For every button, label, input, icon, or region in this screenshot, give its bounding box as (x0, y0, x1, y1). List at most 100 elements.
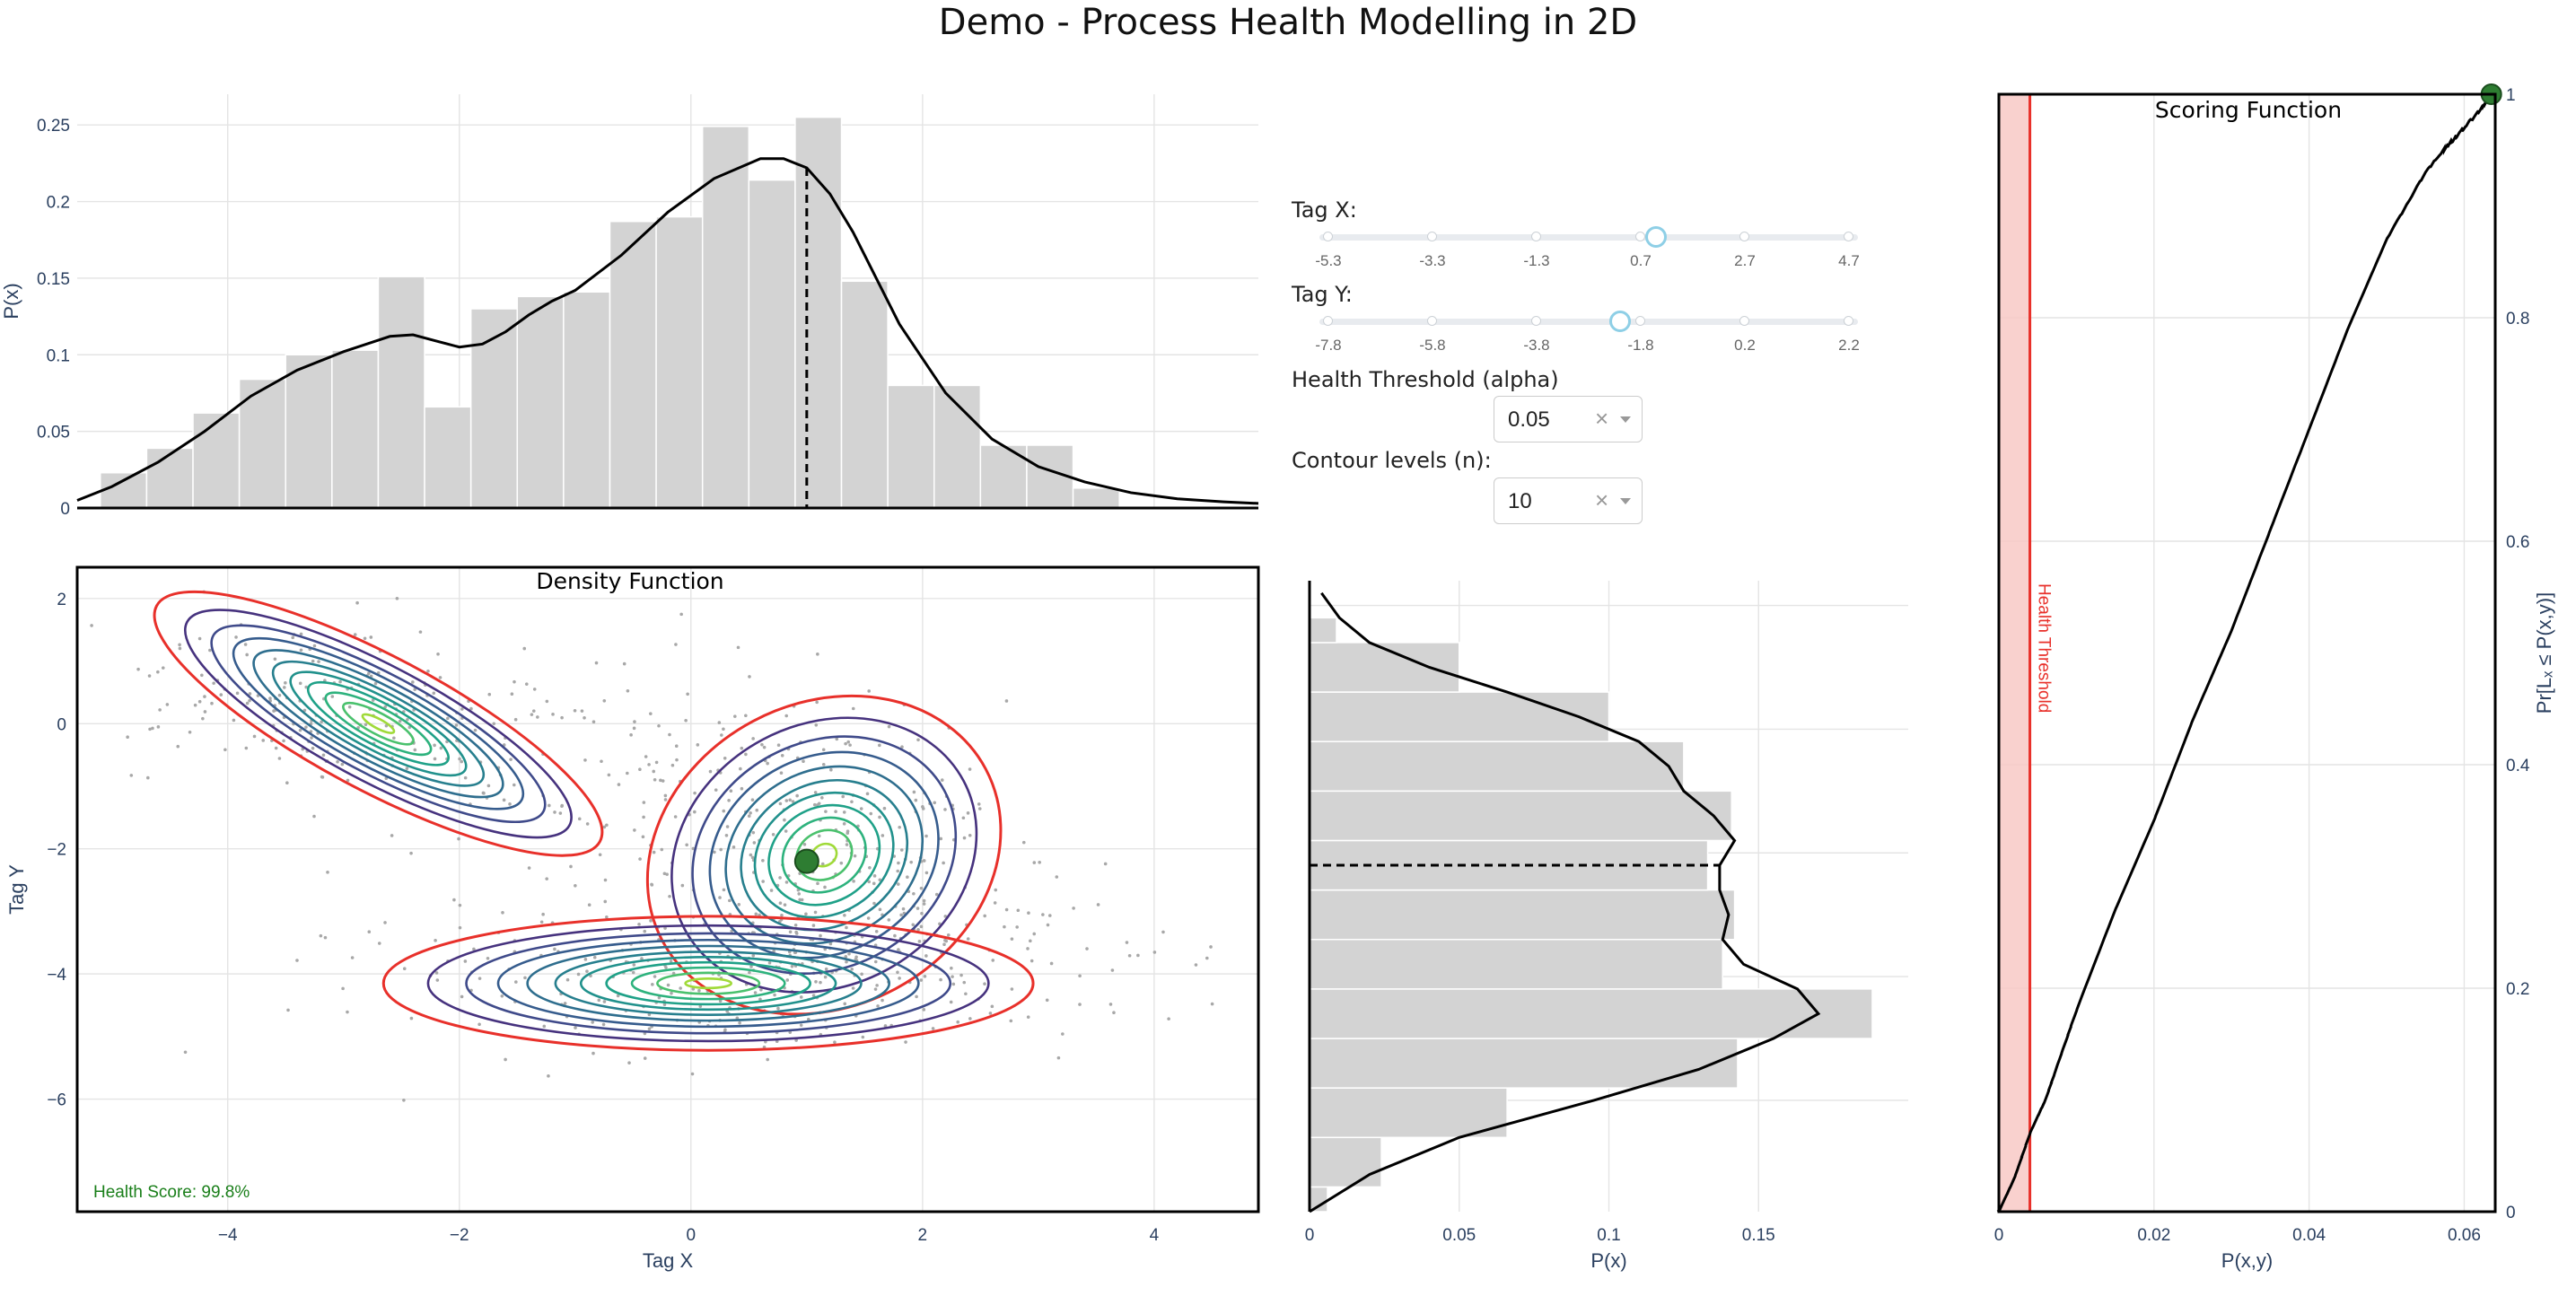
sample-point (346, 1010, 349, 1014)
sample-point (839, 861, 844, 865)
slider-handle[interactable] (1645, 226, 1668, 248)
sample-point (272, 709, 276, 713)
sample-point (964, 992, 968, 996)
sample-point (652, 769, 656, 774)
sample-point (961, 816, 966, 820)
slider-tick-dot[interactable] (1531, 232, 1541, 241)
slider-tick-dot[interactable] (1635, 316, 1645, 326)
sample-point (846, 740, 851, 744)
sample-point (724, 833, 729, 837)
sample-point (616, 994, 620, 998)
tag-x-slider[interactable]: -5.3 -3.3 -1.3 0.7 2.7 4.7 (1315, 226, 1876, 283)
sample-point (371, 698, 375, 702)
sample-point (583, 958, 588, 961)
histogram-bar (1309, 938, 1723, 990)
sample-point (749, 965, 753, 968)
sample-point (232, 718, 236, 723)
sample-point (991, 959, 995, 962)
sample-point (828, 942, 833, 946)
sample-point (501, 911, 504, 915)
levels-dropdown[interactable]: 10 × (1494, 477, 1643, 524)
chevron-down-icon[interactable] (1620, 498, 1631, 504)
slider-tick-dot[interactable] (1323, 232, 1333, 241)
chevron-down-icon[interactable] (1620, 416, 1631, 423)
slider-tick-dot[interactable] (1739, 316, 1749, 326)
sample-point (951, 982, 956, 986)
sample-point (737, 903, 741, 907)
slider-track[interactable] (1319, 234, 1858, 241)
sample-point (834, 810, 837, 814)
sample-point (842, 810, 846, 814)
sample-point (642, 815, 645, 819)
sample-point (436, 652, 440, 656)
y-tick-label: 0.05 (37, 424, 70, 442)
sample-point (977, 802, 981, 806)
sample-point (749, 853, 753, 857)
alpha-dropdown[interactable]: 0.05 × (1494, 396, 1643, 442)
y-tick-label: 0.8 (2506, 310, 2529, 328)
sample-point (783, 903, 787, 907)
contour-line (252, 649, 504, 799)
histogram-bar (794, 116, 843, 509)
sample-point (1167, 1017, 1170, 1021)
sample-point (320, 775, 324, 779)
sample-point (843, 913, 846, 917)
sample-point (591, 1021, 594, 1024)
chart-title: Density Function (536, 568, 723, 594)
sample-point (816, 653, 819, 656)
slider-track[interactable] (1319, 319, 1858, 325)
kde-line (1309, 591, 1821, 1213)
sample-point (409, 1016, 414, 1021)
sample-point (802, 759, 805, 763)
sample-point (662, 872, 667, 876)
sample-point (887, 918, 891, 922)
sample-point (649, 919, 653, 923)
sample-point (1041, 913, 1045, 916)
slider-handle[interactable] (1608, 311, 1631, 332)
sample-point (284, 681, 287, 685)
y-tick-label: 1 (2506, 86, 2516, 105)
x-axis-label: Tag X (643, 1249, 694, 1272)
sample-point (720, 733, 723, 737)
sample-point (897, 948, 900, 951)
slider-tick-dot[interactable] (1844, 232, 1853, 241)
slider-tick-dot[interactable] (1323, 316, 1333, 326)
slider-tick-dot[interactable] (1427, 316, 1437, 326)
sample-point (367, 930, 372, 934)
slider-tick-dot[interactable] (1531, 316, 1541, 326)
slider-tick-dot[interactable] (1844, 316, 1853, 326)
y-tick-label: 0.1 (47, 346, 70, 365)
sample-point (841, 794, 845, 799)
contour-line (526, 944, 890, 1022)
sample-point (282, 739, 285, 743)
sample-point (949, 1000, 953, 1004)
clear-icon[interactable]: × (1595, 405, 1609, 432)
clear-icon[interactable]: × (1595, 486, 1609, 513)
sample-point (874, 929, 879, 933)
sample-point (729, 789, 733, 793)
sample-point (779, 771, 784, 775)
sample-point (643, 929, 647, 933)
sample-point (585, 969, 589, 973)
sample-point (727, 799, 731, 802)
sample-point (1152, 950, 1157, 954)
sample-point (574, 1026, 577, 1029)
slider-tick-dot[interactable] (1635, 232, 1645, 241)
sample-point (563, 1002, 567, 1005)
sample-point (605, 823, 609, 828)
sample-point (956, 1020, 960, 1024)
sample-point (223, 748, 227, 752)
tag-y-slider[interactable]: -7.8 -5.8 -3.8 -1.8 0.2 2.2 (1315, 311, 1876, 367)
sample-point (833, 1040, 837, 1045)
y-tick-label: −4 (47, 966, 66, 985)
sample-point (299, 632, 303, 636)
sample-point (446, 716, 450, 721)
sample-point (243, 643, 248, 646)
histogram-bar (655, 215, 704, 509)
sample-point (845, 843, 849, 846)
histogram-bar (1309, 740, 1685, 793)
x-axis-label: P(x) (1590, 1249, 1626, 1272)
slider-tick-label: 0.2 (1734, 337, 1756, 354)
slider-tick-dot[interactable] (1739, 232, 1749, 241)
slider-tick-dot[interactable] (1427, 232, 1437, 241)
